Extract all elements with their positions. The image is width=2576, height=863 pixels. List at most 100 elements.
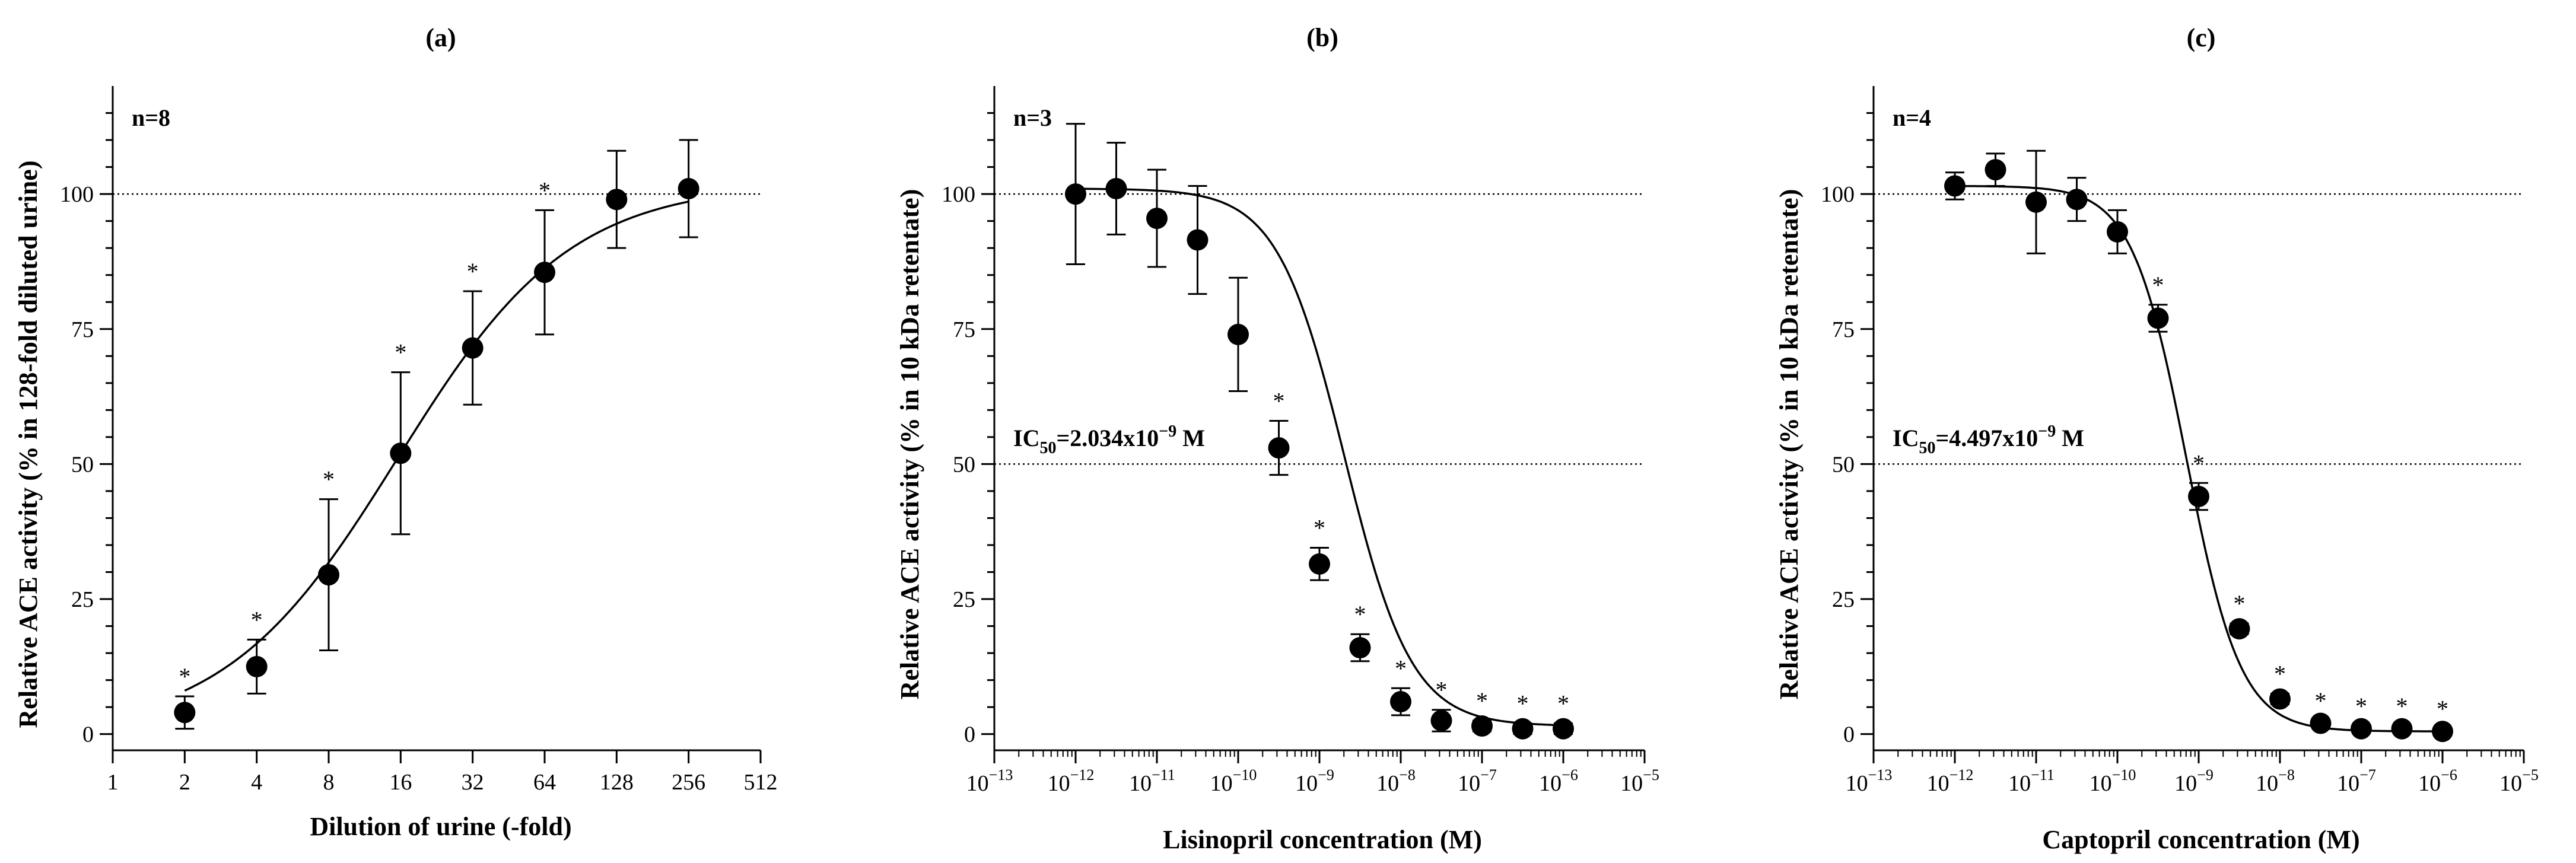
panel-1-data-point	[1105, 178, 1127, 200]
panel-b-n-label: n=3	[1013, 104, 1052, 131]
panel-0-x-tick-label: 2	[179, 770, 190, 795]
panel-2-x-tick-base: 10	[2499, 771, 2522, 796]
panel-1-x-tick-base: 10	[1458, 771, 1480, 796]
panel-b-ic50-prefix: IC	[1013, 425, 1039, 451]
panel-2-data-point	[2066, 189, 2088, 211]
panel-2-data-point	[2351, 718, 2372, 740]
panel-0-x-tick-label: 32	[462, 770, 484, 795]
panel-1-significance-star: *	[1436, 677, 1448, 703]
panel-2-significance-star: *	[2315, 687, 2327, 714]
panel-1-fit-curve	[1076, 187, 1564, 727]
panel-1-x-tick-label: 10−7	[1458, 766, 1497, 796]
panel-2-x-tick-base: 10	[2174, 771, 2197, 796]
panel-b-ic50-label: IC50=2.034x10−9 M	[1013, 422, 1205, 457]
panel-2-y-tick-label: 0	[1843, 722, 1855, 747]
panel-2-significance-star: *	[2152, 272, 2164, 298]
panel-2-significance-star: *	[2274, 660, 2286, 687]
panel-1-x-tick-exponent: −6	[1561, 766, 1578, 784]
panel-2-x-tick-label: 10−13	[1846, 766, 1893, 796]
panel-1-y-tick-label: 50	[953, 452, 975, 477]
panel-1-significance-star: *	[1476, 687, 1488, 714]
panel-0-significance-star: *	[539, 177, 551, 203]
panel-0-y-tick-label: 50	[71, 452, 94, 477]
panel-a-y-axis-label: Relative ACE activity (% in 128-fold dil…	[14, 161, 43, 728]
panel-1-data-point	[1227, 323, 1249, 345]
panel-0-fit-curve	[184, 200, 689, 692]
panel-2-data-point	[2025, 191, 2047, 213]
panel-1-y-tick-label: 25	[953, 587, 975, 612]
panel-0-x-tick-label: 8	[323, 770, 335, 795]
panel-2-data-point	[2310, 712, 2332, 734]
panel-1-y-tick-label: 0	[964, 722, 975, 747]
panel-1-x-tick-base: 10	[1539, 771, 1561, 796]
panel-2-data-point	[2228, 618, 2250, 640]
panel-2-x-tick-label: 10−5	[2499, 766, 2539, 796]
panel-1-x-tick-label: 10−6	[1539, 766, 1578, 796]
panel-a-n-label: n=8	[132, 104, 170, 131]
panel-b-title: (b)	[1306, 23, 1338, 52]
panel-0-significance-star: *	[323, 466, 335, 493]
panel-1-x-tick-base: 10	[1129, 771, 1152, 796]
panel-1-x-tick-exponent: −11	[1152, 766, 1175, 784]
panel-0-x-tick-label: 1	[107, 770, 119, 795]
panel-1-x-tick-exponent: −8	[1399, 766, 1416, 784]
panel-0-significance-star: *	[179, 663, 190, 690]
panel-0-data-point	[462, 337, 484, 359]
panel-1-x-tick-base: 10	[1048, 771, 1070, 796]
panel-c-ic50-unit: M	[2056, 425, 2084, 451]
panel-1-data-point	[1146, 208, 1168, 230]
panel-1-significance-star: *	[1273, 388, 1285, 415]
panel-a-title: (a)	[425, 23, 456, 52]
panel-0-data-point	[318, 564, 339, 586]
panel-c-chart: (c) n=4 IC50=4.497x10−9 M Captopril conc…	[1774, 23, 2539, 854]
panel-2-x-tick-label: 10−10	[2090, 766, 2136, 796]
panel-1-y-tick-label: 75	[953, 317, 975, 342]
panel-1-x-tick-exponent: −9	[1318, 766, 1334, 784]
panel-1-x-tick-base: 10	[1376, 771, 1399, 796]
panel-0-data-point	[534, 262, 555, 284]
panel-1-significance-star: *	[1557, 690, 1569, 716]
panel-1-x-tick-label: 10−11	[1129, 766, 1175, 796]
panel-2-x-tick-exponent: −6	[2441, 766, 2457, 784]
panel-2-data-point	[2432, 721, 2453, 743]
panel-1-x-tick-base: 10	[1620, 771, 1643, 796]
panel-b-y-axis-label: Relative ACE activity (% in 10 kDa reten…	[895, 189, 924, 700]
panel-0-x-tick-label: 512	[744, 770, 778, 795]
panel-2-x-tick-label: 10−7	[2337, 766, 2376, 796]
panel-1-significance-star: *	[1354, 601, 1366, 628]
panel-2-x-tick-base: 10	[1927, 771, 1950, 796]
panel-b-ic50-exp: −9	[1159, 422, 1176, 441]
panel-2-significance-star: *	[2355, 693, 2367, 719]
panel-1-data-point	[1349, 636, 1371, 658]
panel-2-data-point	[2147, 307, 2169, 329]
panel-1-x-tick-exponent: −10	[1233, 766, 1257, 784]
panel-2-y-tick-label: 100	[1821, 182, 1855, 207]
panel-2-x-tick-label: 10−6	[2418, 766, 2457, 796]
panel-1-data-point	[1187, 229, 1209, 251]
panel-2-x-tick-base: 10	[2418, 771, 2441, 796]
panel-2-x-tick-exponent: −10	[2112, 766, 2136, 784]
panel-0-data-point	[678, 178, 699, 200]
panel-0-x-tick-label: 16	[389, 770, 412, 795]
panel-2-y-tick-label: 25	[1832, 587, 1855, 612]
panel-0-data-point	[246, 655, 268, 677]
panel-0-x-tick-label: 256	[672, 770, 705, 795]
panel-1-x-tick-label: 10−9	[1295, 766, 1334, 796]
panel-0-y-tick-label: 100	[60, 182, 94, 207]
panel-2-x-tick-base: 10	[1846, 771, 1868, 796]
panel-1-x-tick-label: 10−13	[966, 766, 1013, 796]
panel-0-y-tick-label: 75	[71, 317, 94, 342]
panel-2-x-tick-label: 10−9	[2174, 766, 2214, 796]
panel-1-significance-star: *	[1314, 515, 1325, 542]
panel-c-ic50-mid: =4.497x10	[1935, 425, 2038, 451]
panel-2-x-tick-exponent: −12	[1950, 766, 1974, 784]
panel-0-x-tick-label: 4	[251, 770, 262, 795]
panel-c-ic50-exp: −9	[2038, 422, 2056, 441]
panel-c-ic50-prefix: IC	[1893, 425, 1919, 451]
panel-1-x-tick-exponent: −12	[1070, 766, 1095, 784]
panel-b-x-axis-label: Lisinopril concentration (M)	[1163, 825, 1482, 854]
panel-2-x-tick-label: 10−8	[2256, 766, 2295, 796]
panel-1-significance-star: *	[1395, 655, 1407, 682]
panel-c-x-axis-label: Captopril concentration (M)	[2042, 825, 2359, 854]
